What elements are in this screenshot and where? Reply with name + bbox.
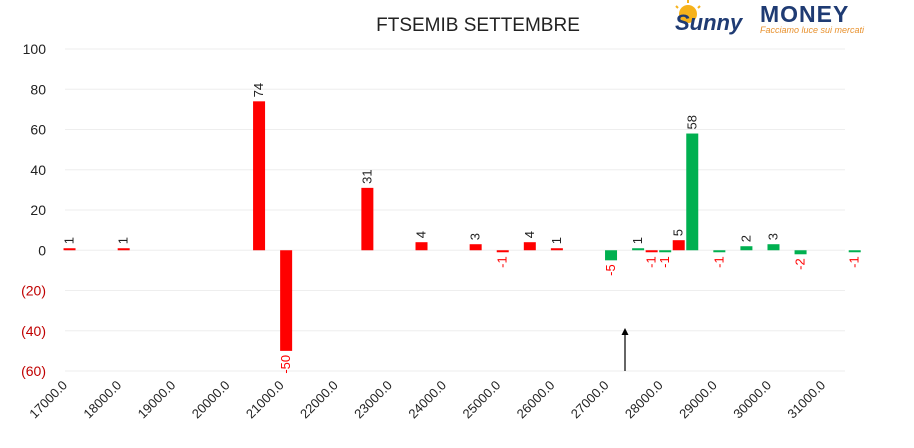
data-label: 1	[630, 237, 645, 244]
y-tick-label: (20)	[21, 283, 46, 299]
chart-title: FTSEMIB SETTEMBRE	[376, 15, 580, 36]
x-tick-label: 25000.0	[459, 378, 503, 422]
bar	[767, 244, 780, 251]
data-label: 1	[549, 237, 564, 244]
x-tick-label: 23000.0	[351, 378, 395, 422]
bar	[496, 250, 509, 253]
x-tick-label: 24000.0	[405, 378, 449, 422]
bar	[469, 244, 482, 251]
sun-icon	[679, 5, 697, 23]
data-label: 31	[359, 169, 374, 183]
bar	[523, 242, 536, 251]
y-tick-label: 60	[30, 122, 46, 138]
data-label: 4	[414, 231, 429, 238]
x-tick-label: 26000.0	[514, 378, 558, 422]
bar	[605, 250, 618, 261]
bar	[686, 133, 699, 251]
data-label: 3	[765, 233, 780, 240]
bars	[63, 101, 861, 351]
bar	[740, 246, 753, 251]
x-tick-label: 18000.0	[80, 378, 124, 422]
data-label: -2	[793, 258, 808, 270]
bar	[361, 187, 374, 251]
bar	[253, 101, 266, 251]
data-label: 5	[671, 229, 686, 236]
data-label: 1	[116, 237, 131, 244]
sunny-money-logo: Sunny MONEY Facciamo luce sui mercati	[675, 0, 865, 35]
arrow-up-icon	[621, 328, 629, 371]
data-label: -5	[603, 264, 618, 276]
y-axis: 100 80 60 40 20 0 (20) (40) (60)	[21, 41, 46, 379]
bar	[550, 248, 563, 251]
y-tick-label: 20	[30, 202, 46, 218]
bar	[632, 248, 645, 251]
x-tick-label: 19000.0	[135, 378, 179, 422]
bar	[415, 242, 428, 251]
y-tick-label: 80	[30, 81, 46, 97]
bar	[672, 240, 685, 251]
y-tick-label: 0	[38, 242, 46, 258]
x-tick-label: 29000.0	[676, 378, 720, 422]
y-tick-label: (60)	[21, 363, 46, 379]
logo-sunny-text: Sunny	[675, 10, 744, 35]
data-label: -1	[495, 256, 510, 268]
data-label: 3	[468, 233, 483, 240]
y-tick-label: (40)	[21, 323, 46, 339]
y-tick-label: 100	[23, 41, 47, 57]
x-tick-label: 22000.0	[297, 378, 341, 422]
x-tick-label: 28000.0	[622, 378, 666, 422]
bar	[848, 250, 861, 253]
data-label: -1	[847, 256, 862, 268]
bar	[117, 248, 130, 251]
data-label: -1	[711, 256, 726, 268]
data-label: 74	[251, 83, 266, 97]
bar	[645, 250, 658, 253]
data-label: 1	[62, 237, 77, 244]
x-tick-label: 20000.0	[189, 378, 233, 422]
data-label: 4	[522, 231, 537, 238]
x-tick-label: 27000.0	[568, 378, 612, 422]
data-label: -1	[657, 256, 672, 268]
x-tick-label: 30000.0	[730, 378, 774, 422]
bar	[659, 250, 672, 253]
bar	[713, 250, 726, 253]
logo-money-text: MONEY	[760, 1, 849, 27]
x-tick-label: 21000.0	[243, 378, 287, 422]
x-tick-label: 31000.0	[784, 378, 828, 422]
logo-tagline: Facciamo luce sui mercati	[760, 25, 865, 35]
bar	[794, 250, 807, 255]
bar	[280, 250, 293, 351]
x-axis: 17000.0 18000.0 19000.0 20000.0 21000.0 22000…	[26, 378, 828, 422]
grid-lines	[65, 48, 845, 372]
data-label: -50	[278, 355, 293, 374]
data-label: 58	[684, 115, 699, 129]
sun-rays-icon	[675, 0, 701, 9]
data-label: 2	[738, 235, 753, 242]
data-label: -1	[644, 256, 659, 268]
x-tick-label: 17000.0	[26, 378, 70, 422]
y-tick-label: 40	[30, 162, 46, 178]
bar	[63, 248, 76, 251]
